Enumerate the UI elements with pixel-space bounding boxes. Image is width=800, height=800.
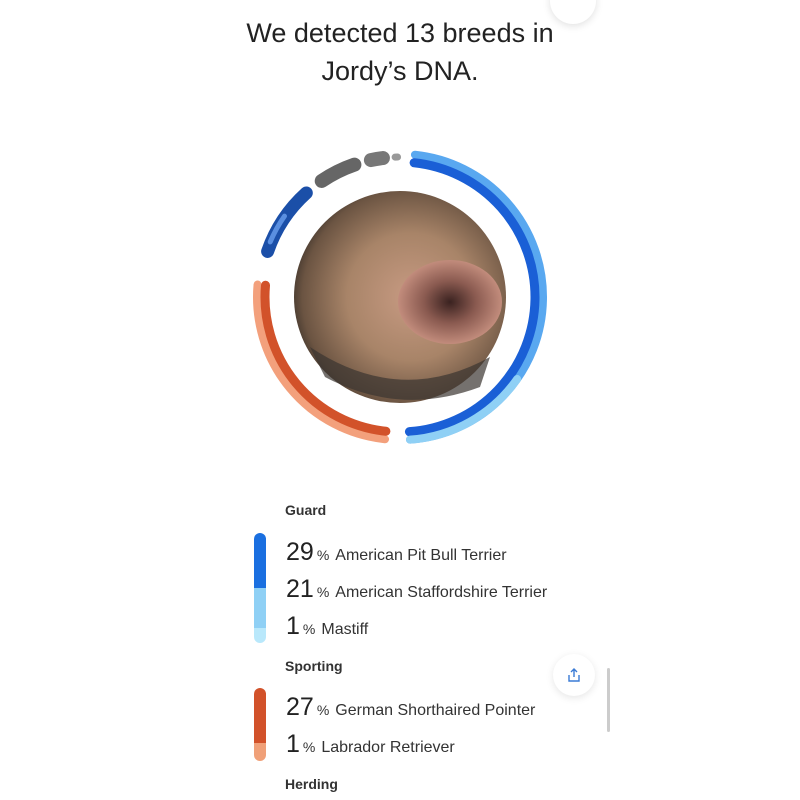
breed-row: 27% German Shorthaired Pointer xyxy=(286,693,536,721)
title-line-2: Jordy’s DNA. xyxy=(321,56,479,86)
arc-guard-outer-light xyxy=(405,375,522,444)
group-label-sporting: Sporting xyxy=(285,658,343,674)
breed-row: 1% Labrador Retriever xyxy=(286,730,455,758)
sporting-color-bar xyxy=(254,688,266,761)
arc-other xyxy=(314,157,362,188)
title-line-1: We detected 13 breeds in xyxy=(246,18,554,48)
arc-other-2 xyxy=(363,151,390,168)
dog-photo xyxy=(294,191,506,403)
page-title: We detected 13 breeds in Jordy’s DNA. xyxy=(0,14,800,90)
arc-hound xyxy=(261,186,313,258)
breed-ring-chart xyxy=(253,150,547,444)
scrollbar[interactable] xyxy=(607,668,610,732)
share-icon xyxy=(568,668,580,682)
breed-row: 29% American Pit Bull Terrier xyxy=(286,538,507,566)
group-label-herding: Herding xyxy=(285,776,338,792)
arc-sporting-outer xyxy=(253,280,390,444)
group-label-guard: Guard xyxy=(285,502,327,518)
arc-hound-light xyxy=(267,213,287,245)
guard-color-bar xyxy=(254,533,266,643)
breed-row: 1% Mastiff xyxy=(286,612,369,640)
arc-guard-inner xyxy=(404,158,540,437)
share-button[interactable] xyxy=(553,654,595,696)
breed-row: 21% American Staffordshire Terrier xyxy=(286,575,548,603)
arc-sporting-inner xyxy=(260,280,391,436)
